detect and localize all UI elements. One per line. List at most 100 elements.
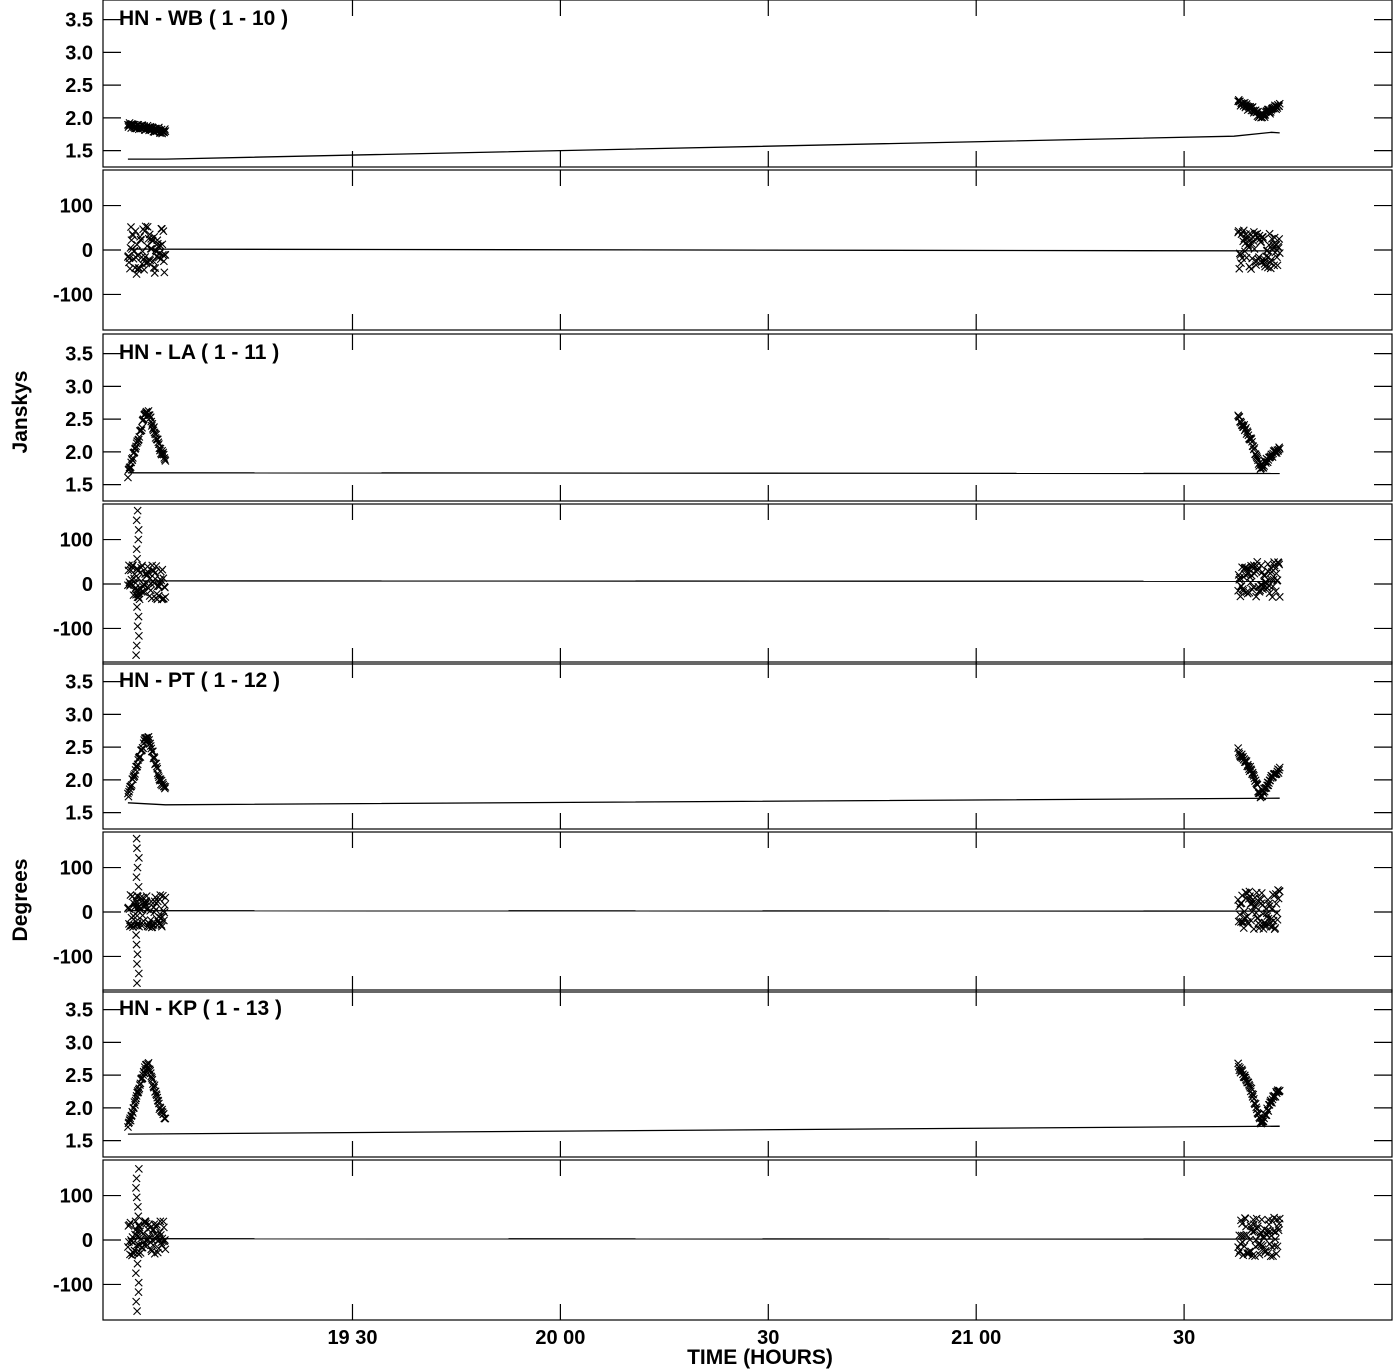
phase-point (140, 581, 149, 590)
x-tick-label: 30 (1173, 1327, 1195, 1349)
phase-point (1268, 593, 1277, 601)
phase-point (154, 912, 163, 921)
amp-point (1275, 1086, 1284, 1095)
phase-point (1272, 1249, 1281, 1258)
y-tick-label: 3.0 (65, 42, 93, 64)
phase-point (133, 1307, 142, 1316)
y-tick-label: 0 (82, 574, 93, 596)
phase-point (1272, 908, 1281, 917)
amp-point (1249, 445, 1258, 454)
phase-point (1272, 1215, 1281, 1224)
ylabel-degrees: Degrees (9, 859, 32, 942)
baseline-label: HN - LA ( 1 - 11 ) (119, 341, 279, 364)
phase-point (1275, 560, 1284, 569)
phase-point (1271, 587, 1280, 596)
phase-point (132, 516, 141, 525)
phase-point (138, 247, 147, 256)
phase-point (1273, 915, 1282, 924)
phase-point (1246, 578, 1255, 587)
amp-point (128, 456, 137, 465)
amp-model-line (127, 1125, 1280, 1135)
phase-point (1267, 255, 1276, 264)
amp-point (145, 411, 154, 420)
phase-point (1275, 249, 1284, 258)
phase-point (133, 1202, 142, 1211)
panel-phase-3: -100 0 100 (53, 831, 1393, 993)
phase-point (134, 1278, 143, 1287)
phase-point (133, 863, 142, 872)
phase-point (1263, 263, 1272, 272)
phase-point (133, 251, 142, 260)
amp-point (146, 1069, 155, 1078)
y-tick-label: -100 (53, 618, 93, 640)
phase-point (132, 545, 141, 554)
phase-point (160, 1236, 169, 1244)
y-tick-label: 3.5 (65, 672, 93, 694)
phase-point (131, 227, 140, 236)
phase-point (1255, 1250, 1264, 1259)
phase-point (159, 916, 168, 925)
phase-point (152, 562, 161, 571)
panel-frame (102, 1159, 1393, 1321)
phase-point (133, 564, 142, 573)
phase-point (1239, 226, 1248, 235)
amp-point (133, 437, 142, 446)
phase-point (1271, 1235, 1280, 1244)
phase-point (1270, 261, 1279, 270)
phase-point (134, 1164, 143, 1173)
phase-point (156, 241, 165, 250)
y-tick-label: 2.0 (65, 770, 93, 792)
phase-point (1266, 1252, 1275, 1261)
phase-point (1253, 1222, 1262, 1231)
y-tick-label: 2.5 (65, 737, 93, 759)
phase-point (1244, 565, 1253, 574)
amp-point (159, 450, 168, 459)
phase-point (1274, 894, 1283, 903)
y-tick-label: 3.0 (65, 1032, 93, 1054)
y-tick-label: 3.0 (65, 376, 93, 398)
phase-point (143, 222, 152, 231)
phase-point (1272, 899, 1281, 908)
amp-point (160, 784, 169, 793)
phase-point (1257, 1215, 1266, 1224)
amp-point (1259, 463, 1268, 472)
phase-point (1273, 1242, 1282, 1251)
amp-point (161, 1114, 170, 1123)
phase-point (1248, 585, 1257, 594)
amp-model-line (127, 131, 1280, 160)
amp-point (133, 762, 142, 771)
amp-point (134, 435, 143, 444)
phase-point (126, 1218, 135, 1227)
y-tick-label: 3.0 (65, 704, 93, 726)
phase-point (151, 905, 160, 914)
phase-point (1234, 1249, 1243, 1258)
phase-point (131, 583, 140, 592)
phase-point (134, 1212, 143, 1221)
amp-point (132, 442, 141, 451)
amp-point (127, 782, 136, 791)
phase-point (141, 1218, 150, 1227)
phase-point (132, 641, 141, 650)
phase-point (1240, 907, 1249, 916)
amp-point (1250, 774, 1259, 783)
phase-point (132, 834, 141, 843)
y-tick-label: 3.5 (65, 344, 93, 366)
phase-point (147, 244, 156, 253)
phase-point (132, 270, 141, 279)
phase-point (1235, 249, 1244, 258)
phase-point (140, 265, 149, 274)
y-tick-label: 1.5 (65, 141, 93, 163)
phase-point (160, 268, 169, 277)
phase-point (1236, 592, 1245, 601)
y-tick-label: 2.0 (65, 108, 93, 130)
phase-point (159, 574, 168, 583)
phase-point (1241, 1214, 1250, 1223)
y-tick-label: 0 (82, 240, 93, 262)
amp-point (160, 455, 169, 464)
panel-amp-1: 1.5 2.0 2.5 3.0 3.5 HN - WB ( 1 - 10 ) (65, 0, 1393, 168)
phase-point (157, 920, 166, 929)
phase-point (146, 256, 155, 265)
phase-point (147, 1245, 156, 1254)
y-tick-label: 2.0 (65, 1098, 93, 1120)
